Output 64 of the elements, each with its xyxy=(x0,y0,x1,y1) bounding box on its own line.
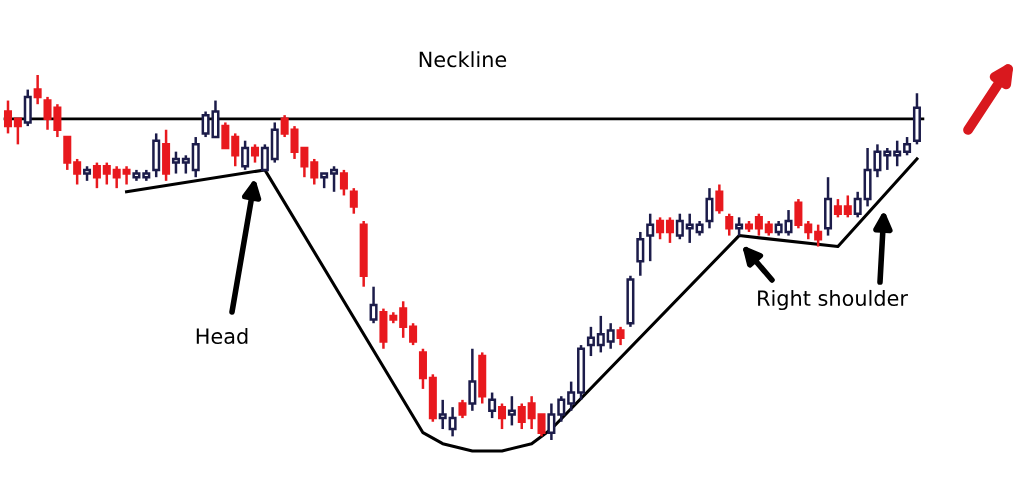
candlestick xyxy=(804,219,813,241)
candlestick xyxy=(92,161,101,190)
candlestick xyxy=(260,143,269,172)
candlestick xyxy=(468,347,477,413)
candlestick xyxy=(33,73,42,106)
annotation: Right shoulder xyxy=(758,289,908,311)
candlestick xyxy=(339,168,348,197)
candlestick xyxy=(853,190,862,219)
candlestick xyxy=(507,394,516,427)
candlestick xyxy=(458,398,467,420)
candlestick xyxy=(13,117,22,146)
candlestick xyxy=(73,157,82,186)
candlestick xyxy=(547,402,556,442)
candlestick xyxy=(675,212,684,241)
candlestick xyxy=(102,161,111,186)
candlestick xyxy=(843,194,852,219)
candlestick xyxy=(497,402,507,431)
candlestick xyxy=(784,208,793,237)
candlestick xyxy=(369,285,378,325)
candlestick xyxy=(112,165,121,190)
candlestick xyxy=(241,139,250,172)
candlestick xyxy=(537,413,546,438)
candlestick xyxy=(488,391,497,420)
candlestick xyxy=(448,405,457,438)
candlestick xyxy=(330,165,339,194)
candlestick xyxy=(250,143,260,164)
candlestick xyxy=(735,216,744,237)
candlestick xyxy=(399,300,408,340)
candlestick xyxy=(646,212,655,263)
candlestick xyxy=(833,197,842,219)
candlestick xyxy=(903,135,912,157)
candlestick xyxy=(171,150,180,175)
candlestick xyxy=(349,186,358,215)
annotation: Head xyxy=(196,327,248,345)
candlestick xyxy=(725,212,734,237)
candlestick xyxy=(586,325,595,358)
ref-line-label: Neckline xyxy=(419,51,507,68)
candlestick xyxy=(814,223,823,248)
candlestick xyxy=(3,99,13,135)
candlestick xyxy=(181,154,190,175)
candlestick xyxy=(527,394,536,431)
candlestick xyxy=(685,212,694,245)
candlestick xyxy=(517,402,526,431)
candlestick xyxy=(636,230,645,277)
candlestick xyxy=(665,216,674,245)
candlestick xyxy=(122,165,131,186)
candlestick xyxy=(557,394,566,423)
candlestick xyxy=(705,186,714,230)
candlestick xyxy=(893,139,902,168)
candlestick xyxy=(438,398,447,431)
candlestick xyxy=(656,216,665,241)
candlestick xyxy=(567,380,576,413)
candlestick xyxy=(754,212,763,237)
candlestick xyxy=(596,314,605,354)
candlestick xyxy=(221,121,230,150)
candlestick xyxy=(409,321,418,347)
candlestick xyxy=(715,183,724,215)
candlestick xyxy=(310,157,319,186)
candlestick xyxy=(606,321,615,350)
candlestick xyxy=(616,325,625,347)
candlestick xyxy=(794,197,803,230)
candlestick xyxy=(883,146,892,172)
candlestick xyxy=(280,113,289,139)
candlestick xyxy=(231,132,240,168)
